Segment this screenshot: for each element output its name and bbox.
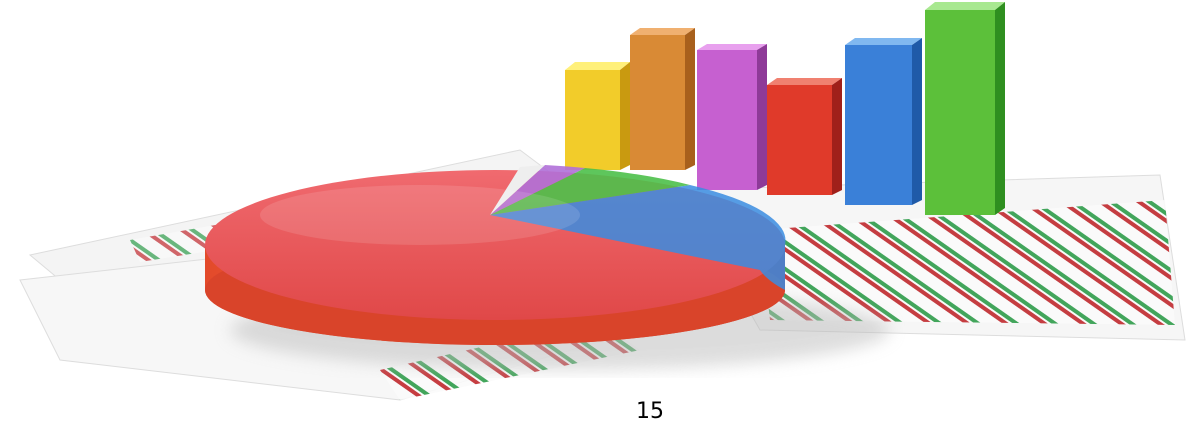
page-number: 15 [636,399,664,424]
illustration [19,2,1186,401]
pie-3d [205,165,786,345]
bars-3d [565,2,1005,215]
